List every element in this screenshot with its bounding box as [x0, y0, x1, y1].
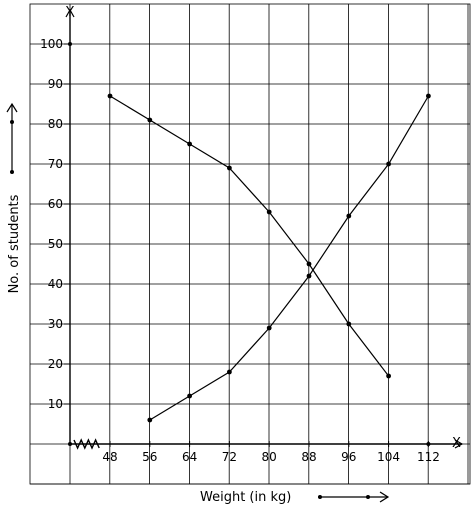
- x-axis-letter: X: [452, 436, 461, 451]
- data-point: [386, 161, 391, 167]
- data-point: [386, 373, 391, 379]
- x-tick-label: 96: [341, 450, 356, 464]
- data-point: [346, 321, 352, 327]
- data-point: [187, 141, 193, 147]
- series-line-1: [109, 95, 390, 377]
- data-point: [266, 325, 272, 331]
- x-tick-label: 80: [262, 450, 277, 464]
- data-point: [266, 209, 272, 215]
- x-axis-arrowhead: [454, 439, 464, 449]
- series-line-2: [149, 95, 429, 421]
- y-tick-label: 60: [48, 197, 63, 211]
- x-tick-label: 88: [301, 450, 316, 464]
- data-point: [187, 393, 193, 399]
- data-point: [306, 261, 312, 267]
- axis-break-zigzag: [73, 438, 100, 450]
- axes: [65, 8, 464, 450]
- y-tick-label: 20: [48, 357, 63, 371]
- x-tick-label: 64: [182, 450, 197, 464]
- data-point: [107, 93, 113, 99]
- data-point: [426, 93, 431, 99]
- x-tick-label: 72: [222, 450, 237, 464]
- y-tick-label: 80: [48, 117, 63, 131]
- data-point: [346, 213, 352, 219]
- y-axis-title: No. of students: [7, 194, 22, 293]
- x-tick-label: 48: [102, 450, 117, 464]
- y-tick-label: 90: [48, 77, 63, 91]
- x-axis-title: Weight (in kg): [200, 490, 291, 505]
- y-tick-label: 50: [48, 237, 63, 251]
- x-tick-label: 112: [417, 450, 440, 464]
- origin-point: [68, 442, 72, 446]
- y-tick-labels: 10 20 30 40 50 60 70 80 90 100: [40, 37, 70, 411]
- data-point: [147, 117, 153, 123]
- data-point: [306, 273, 312, 279]
- x-arrow-decoration: [318, 491, 390, 503]
- series-lines: [109, 95, 429, 421]
- data-point: [227, 369, 232, 375]
- y-tick-label: 10: [48, 397, 63, 411]
- series-points: [107, 93, 431, 423]
- y-arrow-decoration: [6, 102, 18, 174]
- y-tick-label: 100: [40, 37, 63, 51]
- data-point: [227, 165, 232, 171]
- y-axis-arrowhead: [65, 8, 75, 18]
- data-point: [147, 417, 153, 423]
- y-axis-letter: Y: [65, 5, 74, 20]
- x-tick-label: 56: [142, 450, 157, 464]
- y-tick-label: 40: [48, 277, 63, 291]
- y-tick-label: 30: [48, 317, 63, 331]
- x-tick-labels: 48 56 64 72 80 88 96 104 112: [102, 441, 440, 464]
- x-tick-label: 104: [377, 450, 400, 464]
- y-tick-label: 70: [48, 157, 63, 171]
- grid: [29, 3, 471, 485]
